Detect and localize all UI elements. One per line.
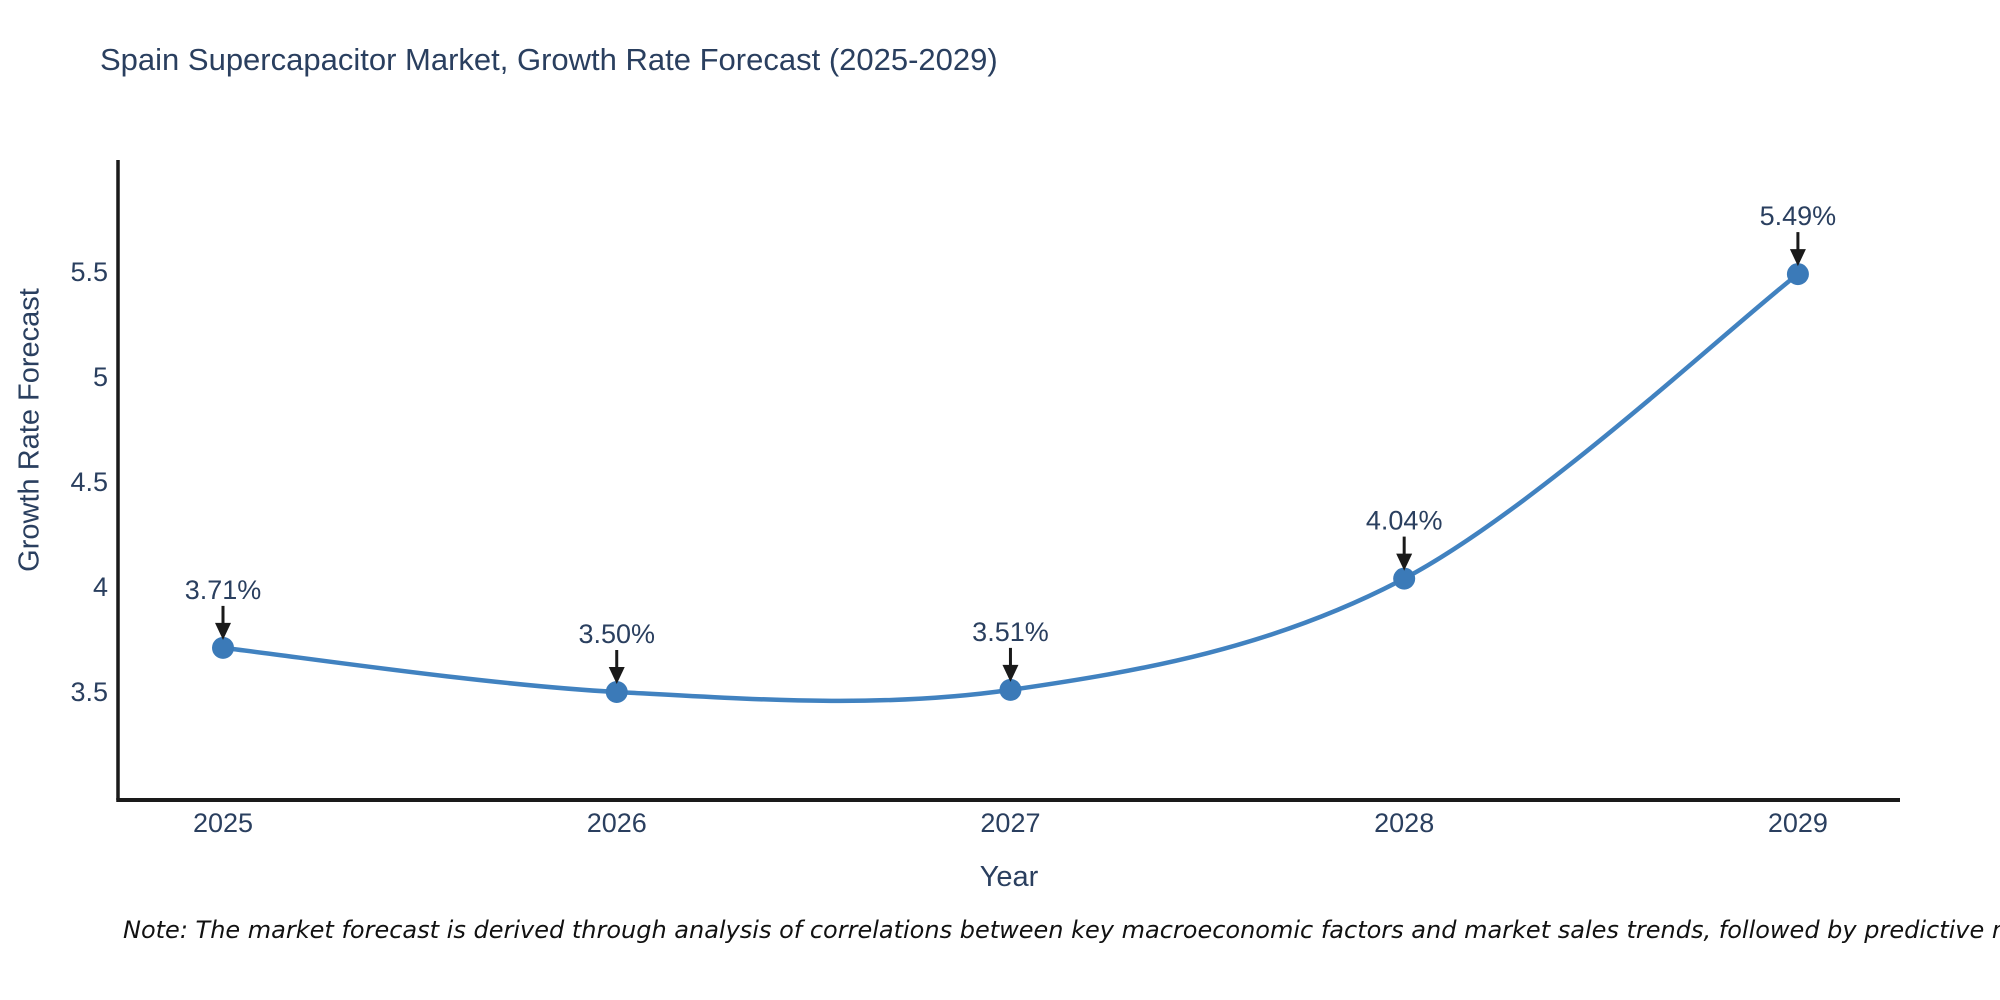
x-tick-label: 2026	[587, 808, 647, 838]
point-value-label: 3.71%	[185, 575, 262, 605]
annotation-arrow-head-icon	[608, 666, 625, 684]
x-tick-label: 2027	[980, 808, 1040, 838]
y-tick-label: 4	[93, 572, 108, 602]
y-tick-label: 3.5	[70, 677, 108, 707]
y-tick-label: 4.5	[70, 467, 108, 497]
footnote: Note: The market forecast is derived thr…	[123, 916, 2000, 944]
point-value-label: 4.04%	[1366, 506, 1443, 536]
point-value-label: 5.49%	[1760, 201, 1837, 231]
data-point-marker	[212, 636, 235, 659]
chart-title: Spain Supercapacitor Market, Growth Rate…	[100, 42, 998, 77]
data-point-marker	[1393, 567, 1416, 590]
x-tick-label: 2029	[1768, 808, 1828, 838]
x-axis-title: Year	[979, 861, 1039, 893]
annotation-arrow-head-icon	[215, 622, 232, 640]
annotation-arrow-head-icon	[1396, 553, 1413, 571]
data-point-marker	[999, 678, 1022, 701]
forecast-line	[222, 272, 1800, 704]
point-value-label: 3.50%	[578, 619, 655, 649]
annotation-arrow-head-icon	[1002, 664, 1019, 682]
x-tick-label: 2028	[1374, 808, 1434, 838]
data-point-marker	[1786, 263, 1809, 286]
annotation-arrow-head-icon	[1789, 249, 1806, 267]
x-tick-label: 2025	[193, 808, 253, 838]
point-value-label: 3.51%	[972, 617, 1049, 647]
data-point-marker	[605, 680, 628, 703]
y-tick-label: 5.5	[70, 257, 108, 287]
y-axis-title: Growth Rate Forecast	[13, 288, 46, 572]
y-tick-label: 5	[93, 362, 108, 392]
